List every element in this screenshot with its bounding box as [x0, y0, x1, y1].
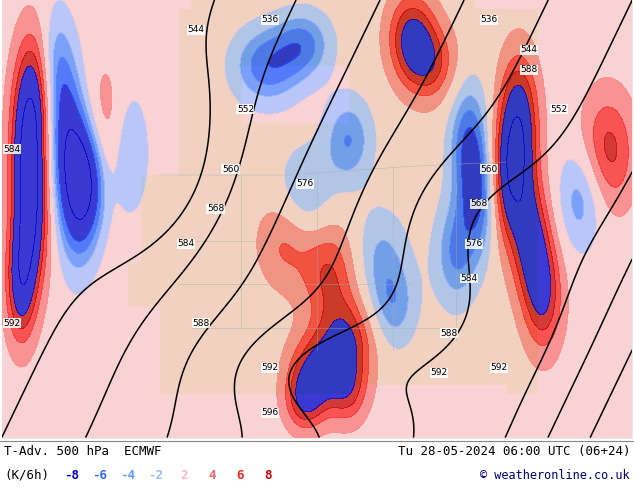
- Text: 584: 584: [3, 145, 20, 154]
- Text: 596: 596: [262, 408, 279, 417]
- Text: 544: 544: [521, 45, 538, 54]
- Text: 584: 584: [177, 239, 194, 248]
- Text: 592: 592: [3, 318, 20, 328]
- Text: 592: 592: [262, 364, 279, 372]
- Text: 560: 560: [481, 165, 498, 173]
- Text: © weatheronline.co.uk: © weatheronline.co.uk: [481, 469, 630, 482]
- Text: (K/6h): (K/6h): [4, 469, 49, 482]
- Text: 6: 6: [236, 469, 243, 482]
- Text: 560: 560: [222, 165, 239, 173]
- Text: T-Adv. 500 hPa  ECMWF: T-Adv. 500 hPa ECMWF: [4, 445, 162, 458]
- Text: 584: 584: [460, 274, 477, 283]
- Text: 576: 576: [465, 239, 482, 248]
- Text: 536: 536: [262, 15, 279, 24]
- Text: 544: 544: [187, 25, 204, 34]
- Text: 588: 588: [441, 329, 458, 338]
- Text: Tu 28-05-2024 06:00 UTC (06+24): Tu 28-05-2024 06:00 UTC (06+24): [398, 445, 630, 458]
- Text: 568: 568: [207, 204, 224, 213]
- Text: 2: 2: [180, 469, 188, 482]
- Text: 568: 568: [470, 199, 488, 208]
- Text: 8: 8: [264, 469, 272, 482]
- Text: -2: -2: [148, 469, 164, 482]
- Text: 552: 552: [550, 105, 567, 114]
- Text: 588: 588: [521, 65, 538, 74]
- Text: 576: 576: [297, 179, 314, 189]
- Text: 4: 4: [208, 469, 216, 482]
- Text: 552: 552: [237, 105, 254, 114]
- Text: 588: 588: [192, 318, 209, 328]
- Text: 592: 592: [491, 364, 508, 372]
- Text: -8: -8: [65, 469, 79, 482]
- Text: 592: 592: [430, 368, 448, 377]
- Text: -6: -6: [93, 469, 108, 482]
- Text: 536: 536: [481, 15, 498, 24]
- Text: -4: -4: [120, 469, 136, 482]
